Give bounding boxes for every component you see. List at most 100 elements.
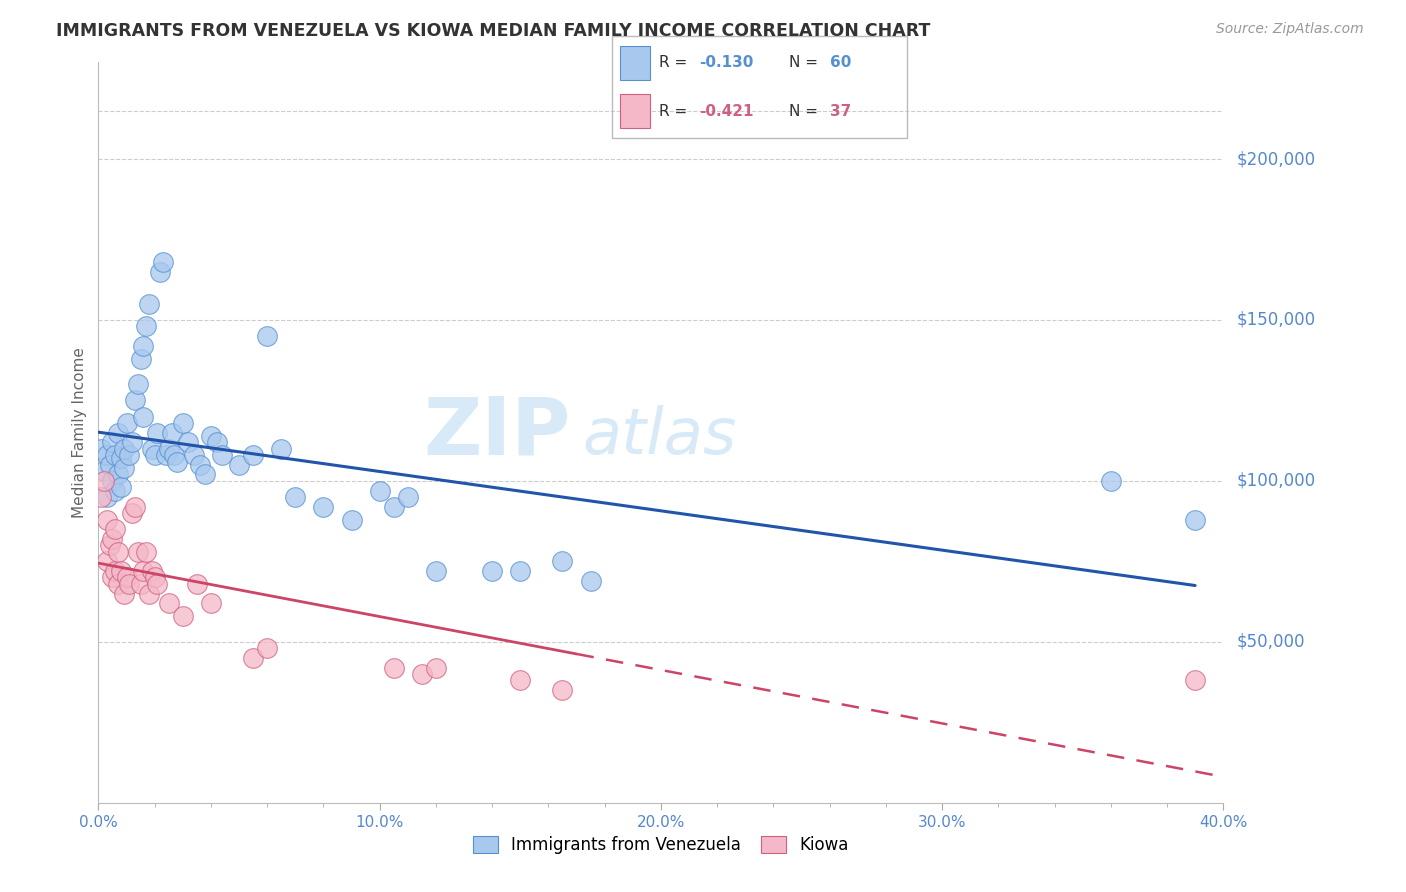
Point bbox=[138, 586, 160, 600]
Point bbox=[129, 577, 152, 591]
Text: 60: 60 bbox=[830, 55, 852, 70]
Point bbox=[118, 577, 141, 591]
Text: -0.130: -0.130 bbox=[699, 55, 754, 70]
Point bbox=[425, 564, 447, 578]
Point bbox=[382, 500, 405, 514]
Point bbox=[186, 577, 208, 591]
Point bbox=[149, 265, 172, 279]
Point bbox=[127, 377, 149, 392]
Point bbox=[242, 651, 264, 665]
Point bbox=[132, 339, 155, 353]
Point bbox=[132, 564, 155, 578]
Point bbox=[101, 435, 124, 450]
Point bbox=[101, 474, 124, 488]
Point bbox=[141, 564, 163, 578]
Text: -0.421: -0.421 bbox=[699, 103, 754, 119]
Text: R =: R = bbox=[659, 55, 692, 70]
Point bbox=[121, 506, 143, 520]
Point bbox=[107, 577, 129, 591]
Point bbox=[124, 500, 146, 514]
Point bbox=[157, 442, 180, 456]
Text: atlas: atlas bbox=[582, 405, 737, 467]
Point bbox=[93, 464, 115, 478]
Point bbox=[107, 545, 129, 559]
Point bbox=[121, 435, 143, 450]
Point bbox=[93, 474, 115, 488]
Point bbox=[104, 448, 127, 462]
Point bbox=[160, 425, 183, 440]
Point bbox=[110, 480, 132, 494]
Point bbox=[141, 442, 163, 456]
Point bbox=[112, 461, 135, 475]
Point bbox=[411, 667, 433, 681]
Point bbox=[98, 538, 121, 552]
Point bbox=[157, 596, 180, 610]
Point bbox=[177, 435, 200, 450]
Point bbox=[101, 532, 124, 546]
Point bbox=[579, 574, 602, 588]
Point bbox=[135, 319, 157, 334]
Point bbox=[194, 467, 217, 482]
Point bbox=[188, 458, 211, 472]
Text: 37: 37 bbox=[830, 103, 852, 119]
Point bbox=[166, 454, 188, 468]
Point bbox=[163, 448, 186, 462]
Point bbox=[115, 416, 138, 430]
Point bbox=[183, 448, 205, 462]
Point bbox=[256, 329, 278, 343]
Point bbox=[425, 660, 447, 674]
Legend: Immigrants from Venezuela, Kiowa: Immigrants from Venezuela, Kiowa bbox=[467, 830, 855, 861]
Point bbox=[107, 425, 129, 440]
Point bbox=[200, 596, 222, 610]
Point bbox=[96, 490, 118, 504]
Point bbox=[115, 570, 138, 584]
Point bbox=[481, 564, 503, 578]
Point bbox=[205, 435, 228, 450]
Point bbox=[96, 448, 118, 462]
Text: N =: N = bbox=[789, 103, 823, 119]
Text: $200,000: $200,000 bbox=[1237, 150, 1316, 168]
Point bbox=[124, 393, 146, 408]
Text: $150,000: $150,000 bbox=[1237, 311, 1316, 329]
Point bbox=[110, 564, 132, 578]
Point bbox=[104, 522, 127, 536]
Point bbox=[138, 297, 160, 311]
Point bbox=[129, 351, 152, 366]
Point bbox=[146, 425, 169, 440]
Point bbox=[1099, 474, 1122, 488]
Point bbox=[284, 490, 307, 504]
Text: $50,000: $50,000 bbox=[1237, 632, 1306, 651]
Point bbox=[1184, 673, 1206, 688]
Point bbox=[312, 500, 335, 514]
Point bbox=[135, 545, 157, 559]
Text: N =: N = bbox=[789, 55, 823, 70]
Point bbox=[551, 683, 574, 698]
Text: Source: ZipAtlas.com: Source: ZipAtlas.com bbox=[1216, 22, 1364, 37]
Point bbox=[98, 458, 121, 472]
Text: $100,000: $100,000 bbox=[1237, 472, 1316, 490]
Bar bbox=[620, 45, 650, 79]
Point bbox=[509, 673, 531, 688]
Point bbox=[340, 512, 363, 526]
Point bbox=[509, 564, 531, 578]
Point bbox=[152, 255, 174, 269]
Point bbox=[228, 458, 250, 472]
Bar bbox=[620, 95, 650, 128]
Text: ZIP: ZIP bbox=[423, 393, 571, 472]
Point bbox=[270, 442, 292, 456]
Point bbox=[96, 512, 118, 526]
Y-axis label: Median Family Income: Median Family Income bbox=[72, 347, 87, 518]
Text: IMMIGRANTS FROM VENEZUELA VS KIOWA MEDIAN FAMILY INCOME CORRELATION CHART: IMMIGRANTS FROM VENEZUELA VS KIOWA MEDIA… bbox=[56, 22, 931, 40]
Point bbox=[143, 448, 166, 462]
Point bbox=[118, 448, 141, 462]
Point bbox=[104, 564, 127, 578]
Point bbox=[143, 570, 166, 584]
Point bbox=[104, 483, 127, 498]
Point bbox=[1184, 512, 1206, 526]
Point bbox=[172, 609, 194, 624]
Point bbox=[155, 448, 177, 462]
Point bbox=[172, 416, 194, 430]
Point bbox=[368, 483, 391, 498]
Point bbox=[90, 442, 112, 456]
Point bbox=[242, 448, 264, 462]
